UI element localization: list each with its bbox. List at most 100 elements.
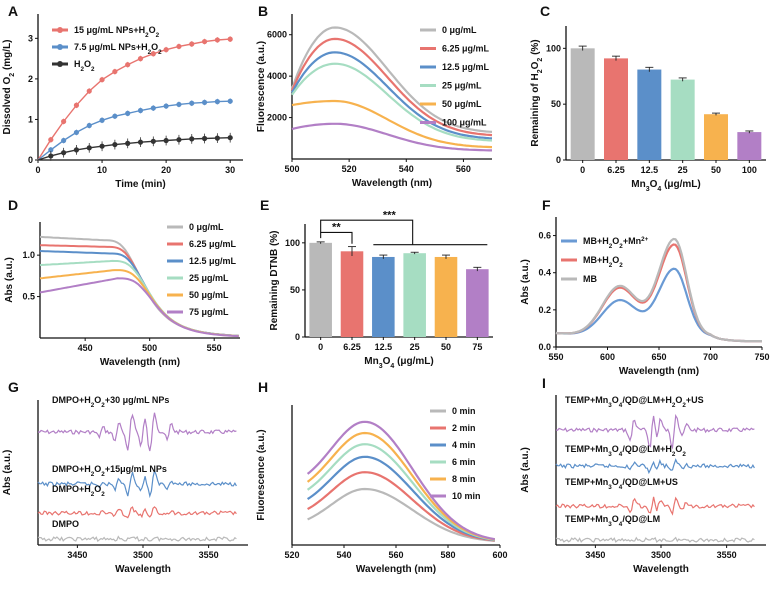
bar	[637, 69, 662, 160]
x-tick-label: 3500	[133, 550, 153, 560]
data-point	[112, 113, 118, 119]
x-tick-label: 560	[388, 550, 403, 560]
series-line	[307, 471, 495, 542]
x-tick-label: 550	[207, 343, 222, 353]
panel-i: I 3450 3500 3550 Wavelength Abs (a.u.) TEMP+Mn…	[520, 375, 766, 575]
legend-label: 4 min	[452, 440, 476, 450]
x-axis-label: Wavelength (nm)	[356, 564, 436, 575]
y-tick-label: 0.2	[538, 305, 551, 315]
legend-label: 25 μg/mL	[442, 81, 482, 91]
y-axis-label: Abs (a.u.)	[4, 257, 15, 303]
x-tick-label: 560	[456, 164, 471, 174]
data-point	[99, 77, 105, 83]
x-tick-label: 700	[703, 352, 718, 362]
y-axis-label: Fluorescence (a.u.)	[256, 41, 267, 132]
bar	[737, 132, 762, 160]
data-point	[227, 36, 233, 42]
x-tick-label: 3550	[717, 550, 737, 560]
series-label: DMPO	[52, 519, 79, 529]
data-point	[137, 107, 144, 114]
series-line	[37, 412, 237, 452]
panel-h: H 520 540 560 580 600 Wavelength (nm) Fluoresce…	[256, 379, 508, 575]
x-tick-label: 500	[142, 343, 157, 353]
panel-letter: E	[260, 197, 269, 213]
y-tick-label: 0.0	[538, 342, 551, 352]
series-line	[37, 468, 237, 499]
series-line	[37, 506, 237, 519]
panel-letter: H	[258, 379, 268, 395]
x-axis-label: Mn3O4 (μg/mL)	[364, 356, 434, 370]
data-point	[227, 135, 233, 141]
x-tick-label: 25	[678, 165, 688, 175]
series-line	[306, 443, 495, 541]
panel-a: A 0 10 20 30 0 1 2 3 Time (min) Dissolved O2 (mg/L…	[2, 3, 243, 190]
x-tick-label: 3500	[651, 550, 671, 560]
x-tick-label: 6.25	[343, 342, 361, 352]
x-tick-label: 30	[225, 165, 235, 175]
panel-letter: B	[258, 3, 268, 19]
data-point	[227, 98, 233, 104]
legend-marker	[57, 27, 63, 33]
data-point	[214, 37, 220, 43]
legend-label: 10 min	[452, 491, 481, 501]
series-line	[555, 536, 755, 544]
significance-bracket	[320, 231, 353, 244]
data-point	[150, 51, 156, 57]
data-point	[86, 88, 92, 94]
panel-letter: G	[8, 379, 19, 395]
data-point	[73, 129, 80, 136]
x-tick-label: 3550	[199, 550, 219, 560]
significance-bracket	[320, 219, 414, 245]
panel-f: F 550 600 650 700 750 0.0 0.2 0.4 0.6 Wavelength (…	[520, 197, 770, 377]
data-point	[125, 62, 131, 68]
x-tick-label: 3450	[585, 550, 605, 560]
data-point	[214, 135, 220, 141]
series-line	[306, 431, 495, 541]
significance-label: ***	[383, 209, 397, 221]
x-tick-label: 3450	[67, 550, 87, 560]
legend-label: 8 min	[452, 474, 476, 484]
x-tick-label: 0	[580, 165, 585, 175]
y-axis-label: Abs (a.u.)	[520, 447, 531, 493]
series-line	[306, 420, 496, 541]
data-point	[201, 135, 208, 142]
y-axis-label: Abs (a.u.)	[2, 450, 13, 496]
data-point	[73, 147, 80, 153]
series-line	[39, 277, 239, 338]
legend-label: 0 min	[452, 406, 476, 416]
data-point	[99, 143, 105, 149]
series-label: TEMP+Mn3O4/QD@LM	[565, 514, 660, 528]
series-line	[37, 100, 231, 161]
data-point	[86, 122, 92, 129]
x-tick-label: 6.25	[607, 165, 625, 175]
x-axis-label: Wavelength	[633, 564, 689, 575]
x-tick-label: 450	[78, 343, 93, 353]
x-tick-label: 25	[410, 342, 420, 352]
legend-label: 7.5 μg/mL NPs+H2O2	[74, 42, 162, 56]
series-label: DMPO+H2O2	[52, 484, 105, 498]
legend-label: 12.5 μg/mL	[442, 62, 490, 72]
x-tick-label: 580	[440, 550, 455, 560]
y-tick-label: 1	[28, 114, 33, 124]
x-tick-label: 50	[711, 165, 721, 175]
data-point	[137, 139, 144, 145]
series-line	[291, 62, 493, 142]
data-point	[189, 136, 195, 142]
data-point	[61, 150, 67, 156]
panel-letter: I	[542, 375, 546, 391]
series-label: TEMP+Mn3O4/QD@LM+US	[565, 477, 678, 491]
x-axis-label: Mn3O4 (μg/mL)	[631, 179, 701, 193]
legend-label: 100 μg/mL	[442, 118, 487, 128]
legend-label: 12.5 μg/mL	[189, 256, 237, 266]
y-tick-label: 0.6	[538, 231, 551, 241]
x-tick-label: 540	[399, 164, 414, 174]
data-point	[137, 56, 144, 62]
legend-marker	[57, 44, 63, 50]
bar	[309, 242, 332, 337]
x-axis-label: Wavelength	[115, 564, 171, 575]
data-point	[189, 100, 195, 106]
x-tick-label: 650	[651, 352, 666, 362]
bar	[434, 256, 458, 337]
legend-label: 75 μg/mL	[189, 307, 229, 317]
